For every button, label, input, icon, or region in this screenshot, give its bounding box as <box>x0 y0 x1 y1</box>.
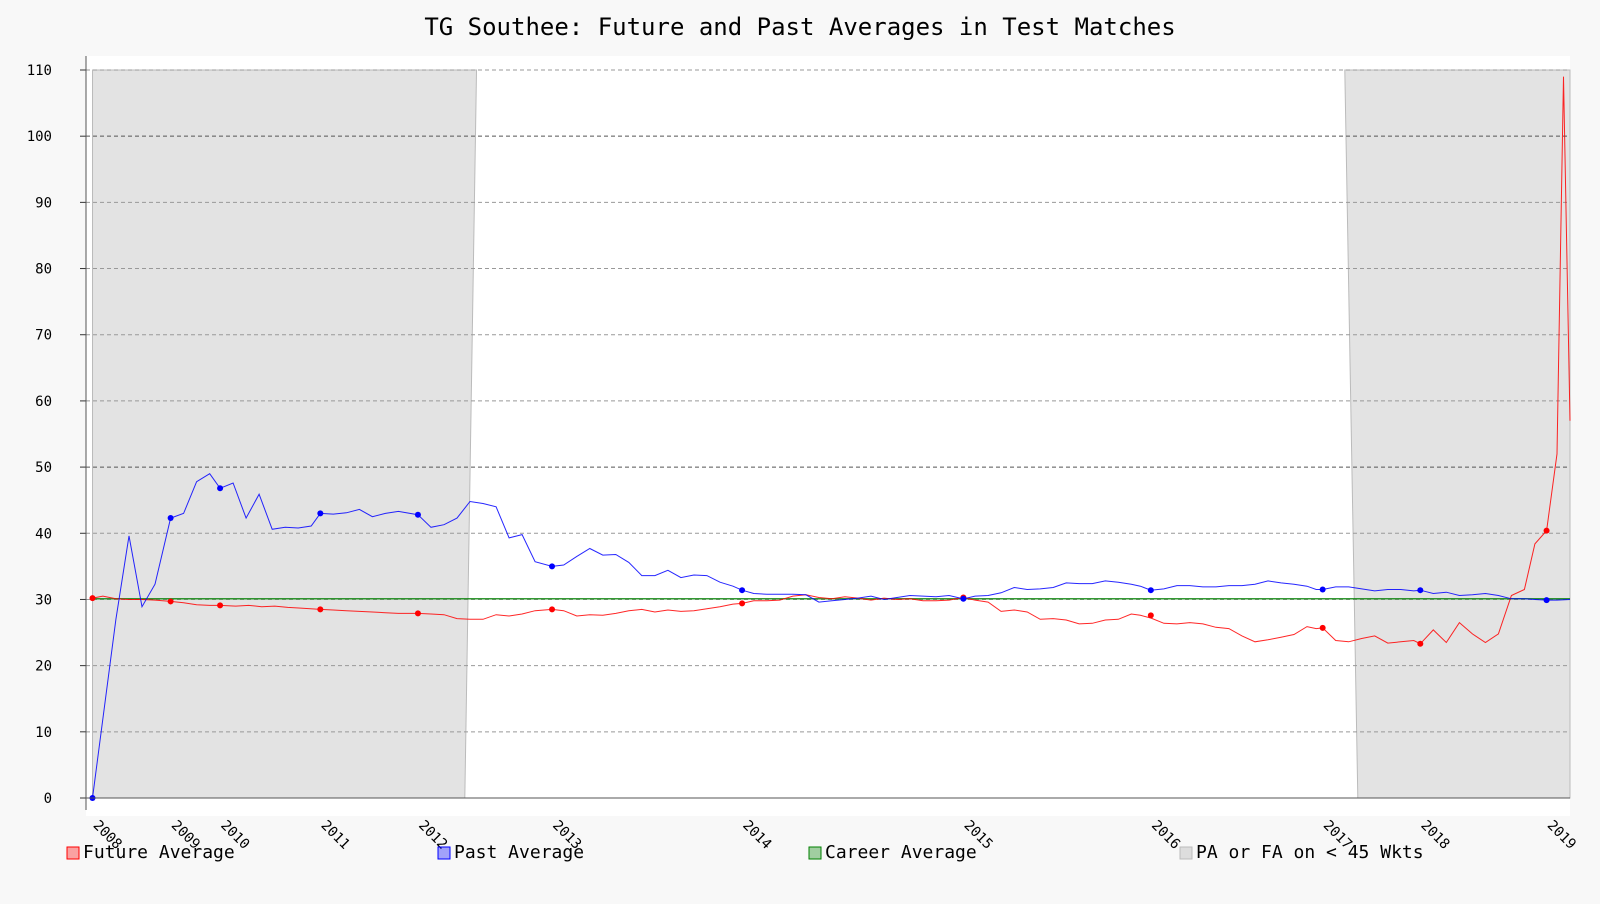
past-average-point <box>960 595 967 602</box>
future-average-point <box>739 600 746 607</box>
ytick-label-110: 110 <box>27 63 52 79</box>
future-average-point <box>1147 612 1154 619</box>
legend-label-career-average: Career Average <box>825 842 977 863</box>
past-average-point <box>414 511 421 518</box>
legend-label-future-average: Future Average <box>83 842 235 863</box>
legend-swatch-career-average <box>808 846 822 860</box>
ytick-label-60: 60 <box>35 394 52 410</box>
past-average-point <box>1319 586 1326 593</box>
future-average-point <box>167 598 174 605</box>
shading-layer <box>92 69 1571 799</box>
ytick-label-80: 80 <box>35 262 52 278</box>
future-average-point <box>317 606 324 613</box>
past-average-point <box>739 587 746 594</box>
ytick-label-0: 0 <box>44 791 52 807</box>
future-average-point <box>89 595 96 602</box>
ytick-label-20: 20 <box>35 659 52 675</box>
ytick-label-50: 50 <box>35 460 52 476</box>
legend-swatch-past-average <box>437 846 451 860</box>
ytick-label-70: 70 <box>35 328 52 344</box>
ytick-label-100: 100 <box>27 129 52 145</box>
xtick-label-2014: 2014 <box>739 818 774 853</box>
shaded-region-1 <box>92 69 478 799</box>
past-average-line <box>92 473 1571 799</box>
xtick-label-2016: 2016 <box>1148 818 1183 853</box>
past-average-point <box>549 563 556 570</box>
past-average-point <box>1147 587 1154 594</box>
ytick-label-10: 10 <box>35 725 52 741</box>
future-average-point <box>1543 527 1550 534</box>
past-average-point <box>317 510 324 517</box>
xtick-label-2011: 2011 <box>317 818 352 853</box>
legend: Future Average Past Average Career Average… <box>66 842 1424 863</box>
legend-swatch-pa-or-fa-on-45-wkts <box>1179 846 1193 860</box>
future-average-point <box>549 606 556 613</box>
past-average-point <box>217 485 224 492</box>
legend-label-pa-or-fa-on-45-wkts: PA or FA on < 45 Wkts <box>1196 842 1424 863</box>
shaded-region-2 <box>1344 69 1571 799</box>
future-average-point <box>414 610 421 617</box>
xtick-label-2019: 2019 <box>1544 818 1579 853</box>
future-average-point <box>217 602 224 609</box>
future-average-point <box>1319 624 1326 631</box>
ytick-label-90: 90 <box>35 195 52 211</box>
legend-swatch-future-average <box>66 846 80 860</box>
past-average-point <box>1417 587 1424 594</box>
ytick-label-40: 40 <box>35 526 52 542</box>
future-average-point <box>1417 640 1424 647</box>
chart-title: TG Southee: Future and Past Averages in … <box>424 13 1175 41</box>
past-average-point <box>167 515 174 522</box>
legend-label-past-average: Past Average <box>454 842 584 863</box>
ytick-label-30: 30 <box>35 592 52 608</box>
past-average-point <box>1543 597 1550 604</box>
